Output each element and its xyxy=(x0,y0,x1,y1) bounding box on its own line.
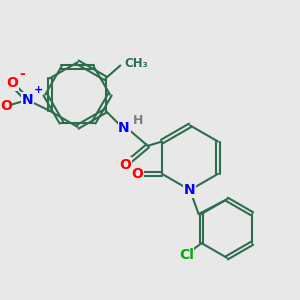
Text: N: N xyxy=(22,93,33,107)
Text: O: O xyxy=(0,98,12,112)
Text: O: O xyxy=(131,167,143,181)
Text: N: N xyxy=(184,183,196,197)
Text: O: O xyxy=(6,76,18,90)
Text: CH₃: CH₃ xyxy=(124,56,148,70)
Text: N: N xyxy=(118,121,130,135)
Text: +: + xyxy=(34,85,43,95)
Text: H: H xyxy=(133,114,144,127)
Text: Cl: Cl xyxy=(179,248,194,262)
Text: O: O xyxy=(119,158,131,172)
Text: -: - xyxy=(19,67,25,81)
